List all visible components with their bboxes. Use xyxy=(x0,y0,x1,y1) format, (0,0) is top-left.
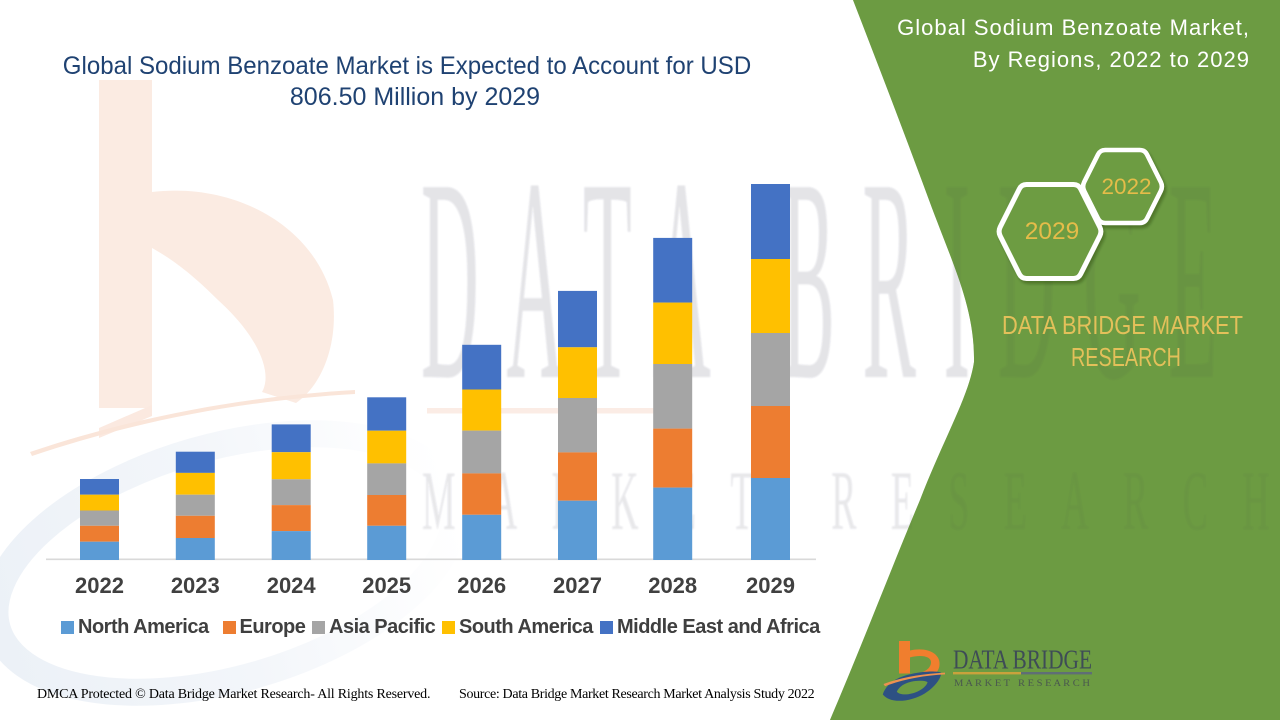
svg-text:MARKET RESEARCH: MARKET RESEARCH xyxy=(422,454,1280,548)
svg-text:DATA BRIDGE: DATA BRIDGE xyxy=(953,645,1092,675)
svg-text:M A R K E T R E S E A R C H: M A R K E T R E S E A R C H xyxy=(954,678,1091,688)
